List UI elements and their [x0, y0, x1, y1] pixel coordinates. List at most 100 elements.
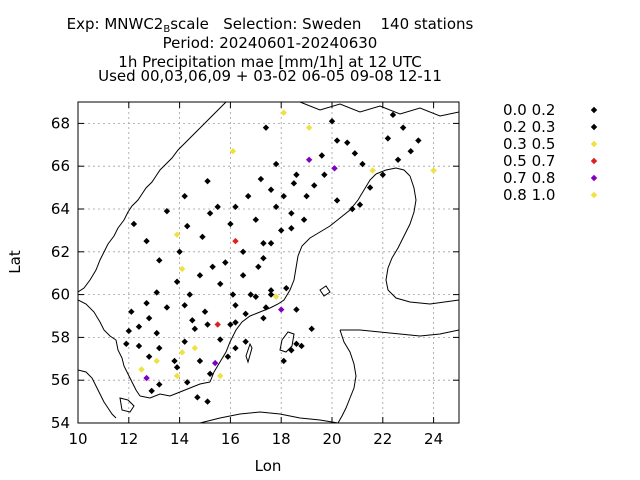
- station-point: [288, 225, 295, 232]
- legend-label: 0.7 0.8: [503, 169, 555, 187]
- station-point: [349, 205, 356, 213]
- plot-frame: [77, 101, 460, 424]
- station-point: [366, 184, 374, 191]
- station-point: [267, 240, 275, 247]
- station-point: [153, 329, 160, 337]
- x-tick-labels: 10 12 14 16 18 20 22 24: [68, 102, 443, 448]
- station-point: [222, 259, 229, 266]
- station-point: [224, 353, 232, 360]
- station-point: [153, 289, 160, 296]
- station-point: [173, 372, 181, 380]
- legend-label: 0.3 0.5: [503, 135, 555, 153]
- station-point: [252, 293, 259, 300]
- station-point: [204, 398, 211, 405]
- selection-label: Selection: Sweden: [223, 15, 362, 33]
- station-point: [298, 342, 305, 350]
- station-point: [178, 349, 186, 356]
- grid-lines: [78, 102, 459, 423]
- station-point: [293, 171, 300, 178]
- x-tick-label: 10: [68, 430, 87, 448]
- y-axis-label: Lat: [6, 250, 24, 274]
- station-point: [331, 165, 338, 172]
- station-point: [272, 293, 280, 300]
- legend-item: 0.0 0.2: [503, 101, 598, 119]
- station-point: [305, 156, 313, 163]
- station-point: [359, 160, 366, 168]
- legend-label: 0.2 0.3: [503, 118, 555, 136]
- legend-label: 0.5 0.7: [503, 152, 555, 170]
- station-point: [153, 357, 160, 365]
- station-point: [267, 291, 275, 298]
- station-point: [209, 263, 216, 270]
- station-point: [232, 302, 239, 309]
- legend-item: 0.5 0.7: [503, 152, 598, 170]
- station-count: 140 stations: [380, 15, 474, 33]
- exp-prefix: Exp: MNWC2: [66, 15, 164, 33]
- station-point: [156, 344, 163, 352]
- y-tick-label: 58: [51, 328, 70, 346]
- station-point: [311, 182, 318, 189]
- x-tick-label: 18: [272, 430, 291, 448]
- x-tick-label: 24: [424, 430, 443, 448]
- period-title: Period: 20240601-20240630: [162, 34, 378, 52]
- station-point: [176, 248, 183, 255]
- station-point: [308, 325, 315, 333]
- station-point: [239, 248, 247, 255]
- experiment-title: Exp: MNWC2Bscale Selection: Sweden 140 s…: [0, 15, 540, 39]
- station-point: [181, 302, 188, 309]
- exp-subscript: B: [163, 24, 171, 35]
- station-point: [206, 210, 214, 217]
- station-point: [214, 321, 221, 328]
- legend-marker: [590, 191, 598, 199]
- station-point: [303, 192, 310, 200]
- station-point: [305, 124, 313, 131]
- y-tick-labels: 54 56 58 60 62 64 66 68: [51, 114, 459, 432]
- station-point: [415, 137, 422, 144]
- station-point: [232, 203, 239, 211]
- station-point: [143, 374, 150, 382]
- station-point: [123, 340, 130, 348]
- x-axis-label: Lon: [255, 457, 282, 475]
- station-point: [232, 344, 239, 352]
- station-point: [156, 381, 163, 388]
- station-point: [217, 372, 224, 380]
- station-point: [288, 210, 295, 217]
- station-point: [278, 227, 285, 234]
- station-point: [184, 379, 191, 386]
- legend-marker: [590, 157, 598, 165]
- variable-title: 1h Precipitation mae [mm/1h] at 12 UTC: [118, 53, 422, 71]
- legend-item: 0.3 0.5: [503, 135, 598, 153]
- station-point: [260, 314, 267, 322]
- station-point: [191, 325, 199, 333]
- station-point: [242, 338, 249, 345]
- station-point: [318, 152, 326, 159]
- station-point: [148, 387, 155, 395]
- y-tick-label: 68: [51, 114, 70, 132]
- station-point: [156, 257, 163, 264]
- station-point: [300, 216, 308, 223]
- station-point: [389, 111, 397, 119]
- station-point: [293, 306, 300, 313]
- station-point: [257, 175, 265, 183]
- station-point: [232, 319, 239, 326]
- station-point: [145, 314, 153, 322]
- station-point: [163, 304, 171, 311]
- station-point: [145, 353, 153, 360]
- station-point: [194, 394, 201, 401]
- station-point: [333, 197, 341, 204]
- station-point: [217, 336, 224, 343]
- station-point: [293, 340, 300, 348]
- station-point: [394, 156, 402, 163]
- coastline: [78, 102, 459, 423]
- x-tick-label: 20: [322, 430, 341, 448]
- legend-marker: [590, 174, 598, 182]
- x-tick-label: 12: [119, 430, 138, 448]
- station-point: [430, 167, 437, 174]
- station-point: [288, 347, 295, 354]
- station-point: [204, 321, 211, 328]
- station-point: [206, 370, 214, 377]
- station-point: [239, 272, 247, 279]
- station-point: [128, 308, 135, 315]
- x-tick-label: 14: [170, 430, 189, 448]
